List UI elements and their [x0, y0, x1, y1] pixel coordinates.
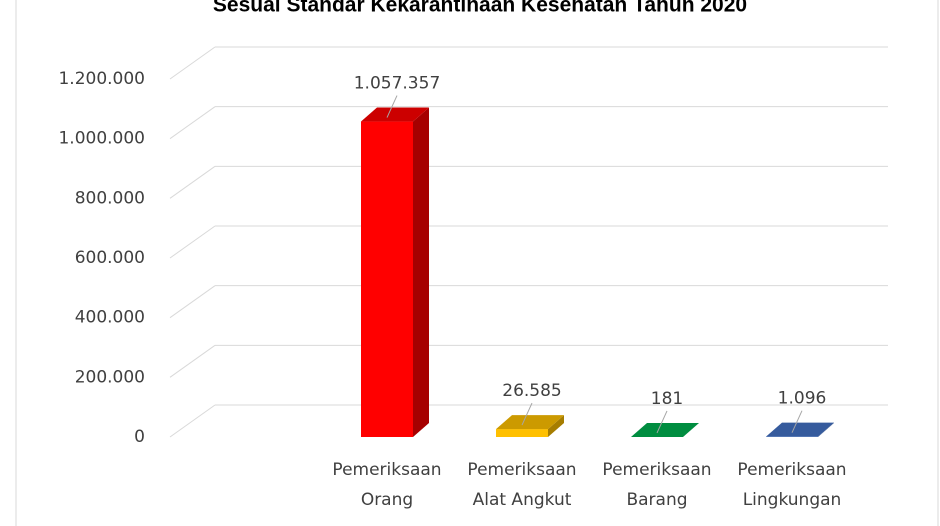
leader-line	[521, 402, 533, 426]
grid-line-depth	[169, 225, 216, 259]
chart-border	[15, 0, 939, 526]
leader-line	[386, 95, 398, 118]
x-tick-label: Pemeriksaan	[602, 460, 711, 480]
data-label: 1.057.357	[354, 74, 441, 94]
bar-top	[631, 422, 699, 437]
x-tick-label: Pemeriksaan	[332, 460, 441, 480]
y-tick-label: 1.000.000	[58, 129, 145, 149]
bar-side	[413, 107, 429, 437]
y-tick-label: 0	[134, 427, 145, 447]
bar-top	[766, 422, 834, 437]
x-tick-label: Pemeriksaan	[467, 460, 576, 480]
leader-line	[791, 410, 803, 433]
x-tick-label: Alat Angkut	[473, 490, 572, 510]
x-tick-label: Lingkungan	[743, 490, 842, 510]
x-tick-label: Orang	[361, 490, 413, 510]
bar-top	[496, 415, 564, 430]
chart-title: Sesuai Standar Kekarantinaan Kesehatan T…	[213, 0, 747, 17]
x-tick-label: Pemeriksaan	[737, 460, 846, 480]
y-tick-label: 400.000	[75, 308, 145, 328]
bar	[496, 429, 548, 437]
grid-line-depth	[169, 106, 216, 140]
y-tick-label: 1.200.000	[58, 69, 145, 89]
bar	[361, 121, 413, 437]
leader-line	[656, 410, 668, 434]
x-tick-label: Barang	[626, 490, 687, 510]
y-tick-label: 600.000	[75, 248, 145, 268]
y-tick-label: 800.000	[75, 188, 145, 208]
grid-line-depth	[169, 404, 216, 438]
data-label: 26.585	[502, 381, 561, 401]
bar-side	[818, 422, 834, 437]
y-tick-label: 200.000	[75, 367, 145, 387]
data-label: 1.096	[778, 389, 827, 409]
grid-line-depth	[169, 285, 216, 319]
data-label: 181	[651, 389, 683, 409]
grid-line-depth	[169, 344, 216, 378]
grid-line-depth	[169, 46, 216, 80]
bar-top	[361, 107, 429, 122]
bar-side	[683, 422, 699, 437]
bar-side	[548, 415, 564, 437]
grid-line-depth	[169, 165, 216, 199]
